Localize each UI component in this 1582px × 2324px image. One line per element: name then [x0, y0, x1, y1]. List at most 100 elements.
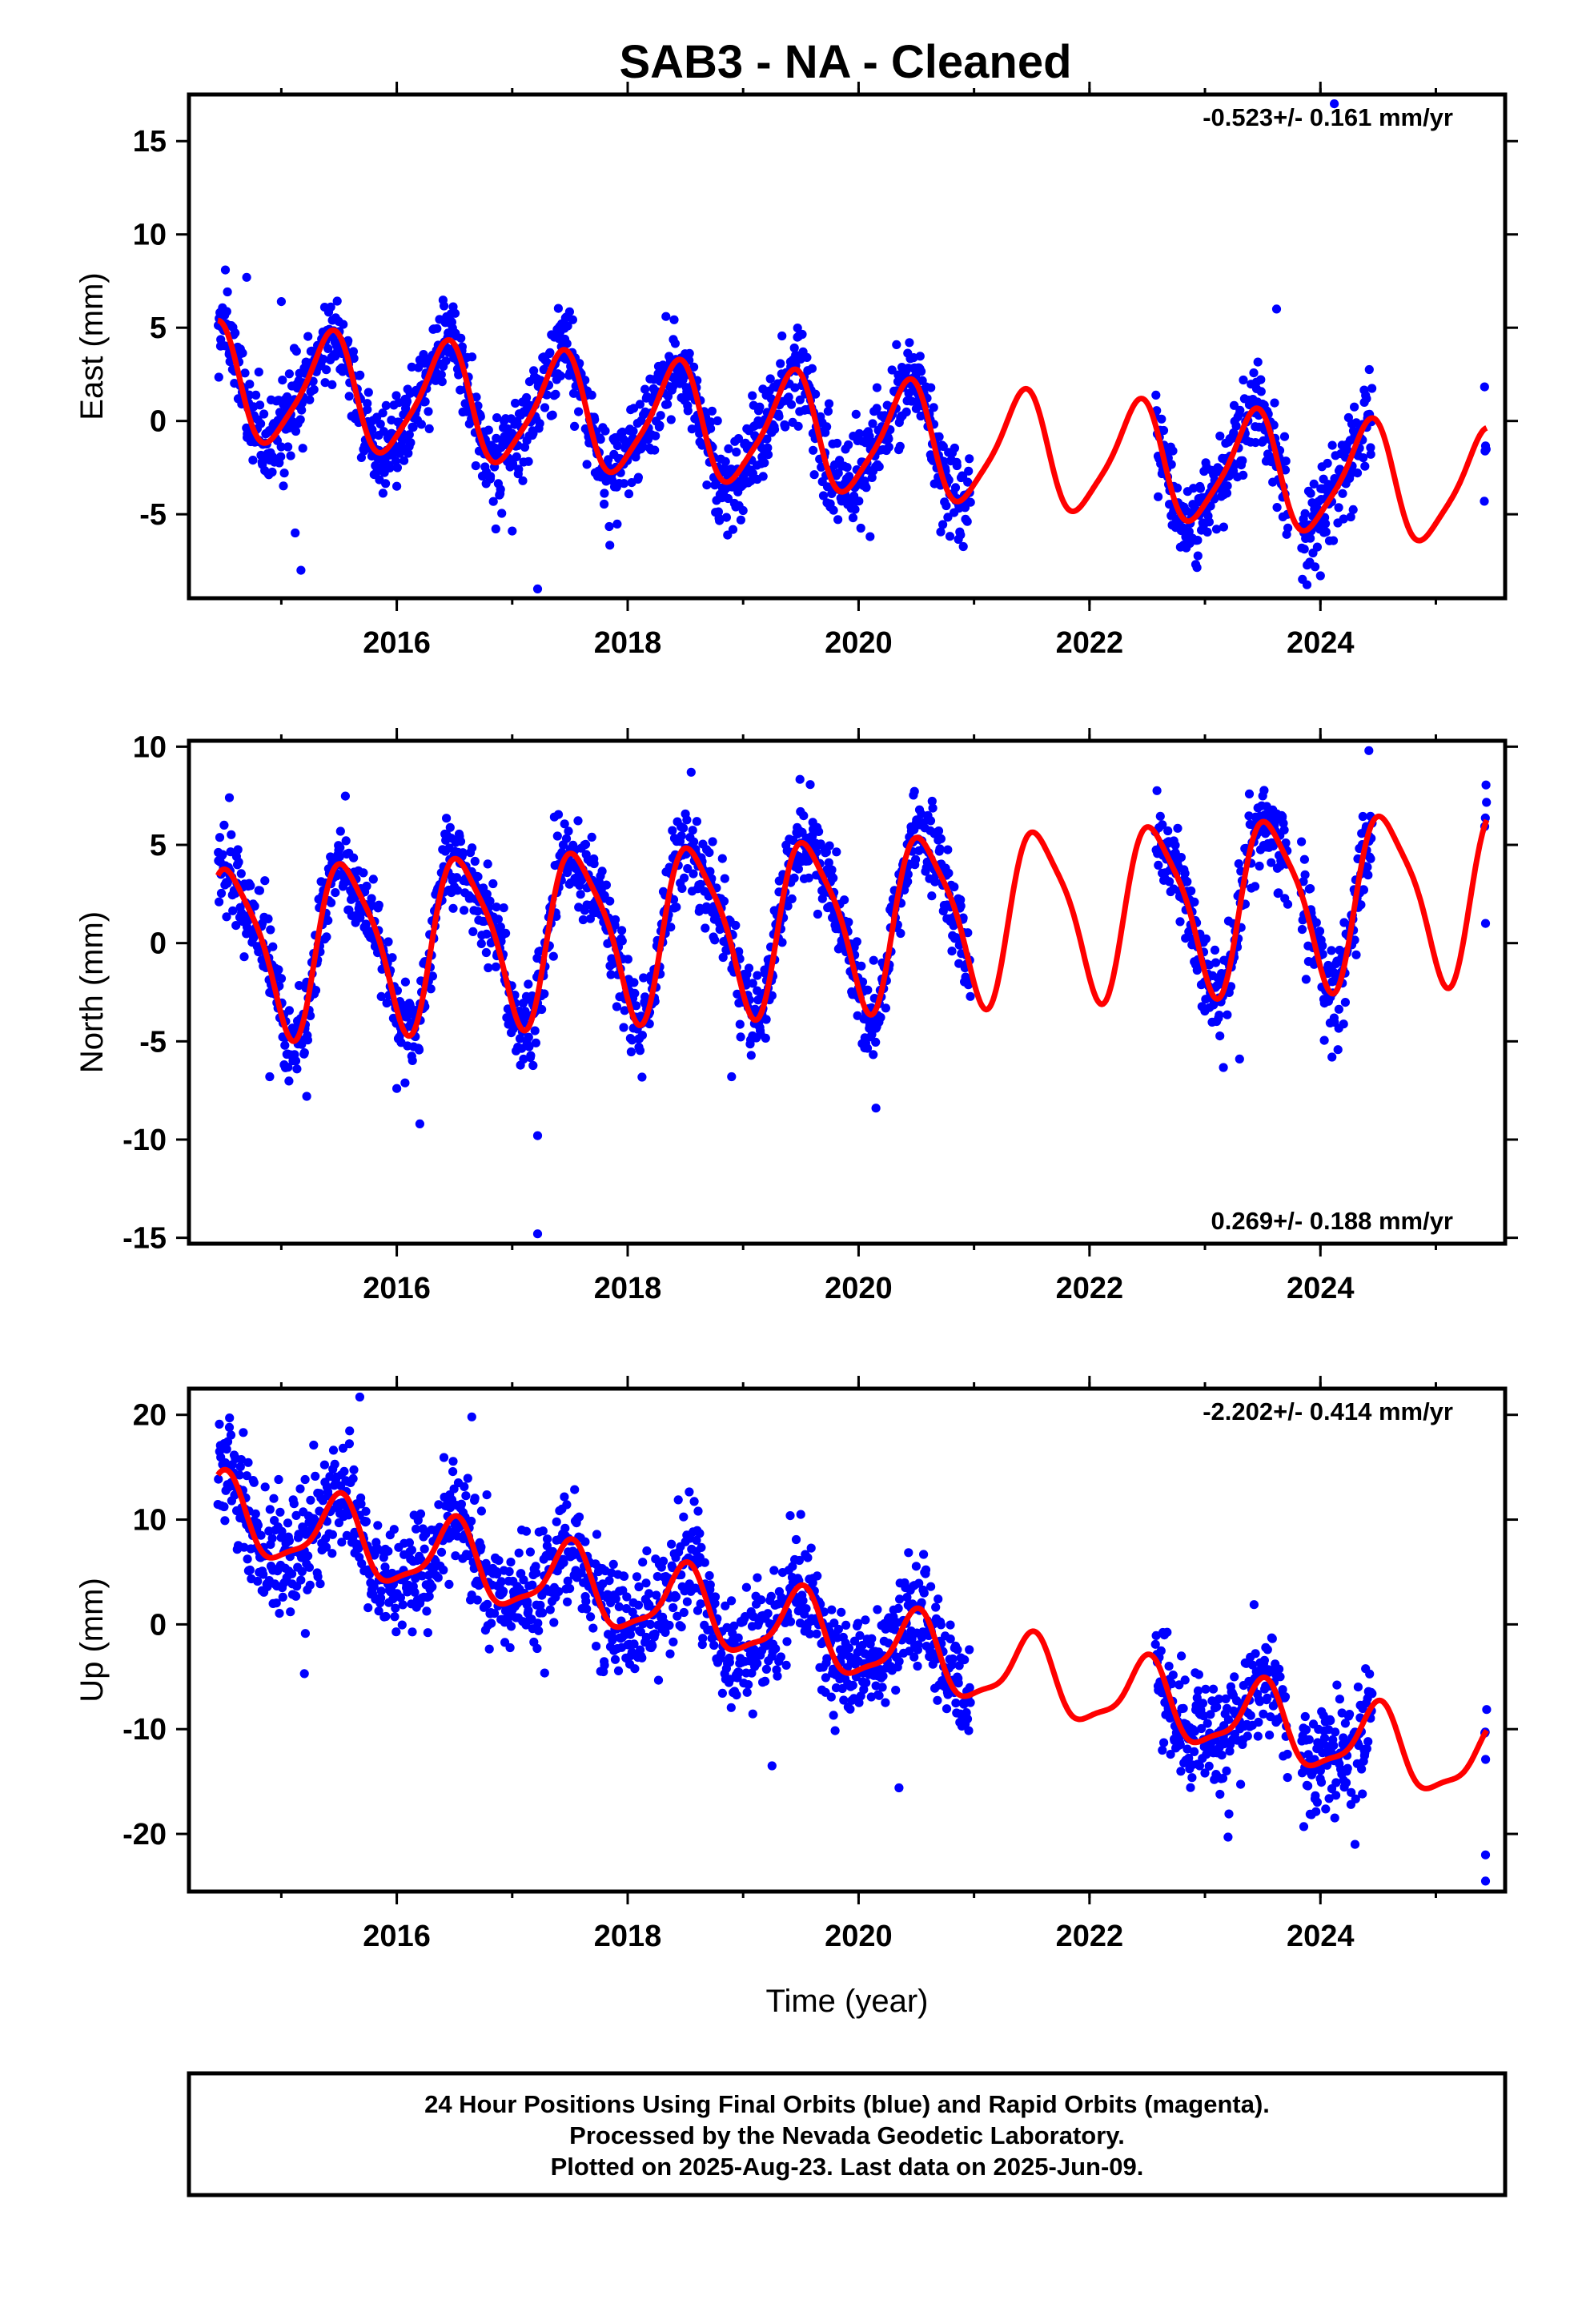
up-point — [376, 1586, 386, 1596]
up-point — [744, 1680, 753, 1690]
north-point — [936, 834, 946, 843]
east-point — [378, 489, 387, 498]
up-point — [934, 1594, 943, 1604]
east-point — [612, 441, 623, 451]
east-point — [424, 407, 433, 416]
up-point — [337, 1538, 347, 1547]
north-point — [617, 926, 627, 935]
north-point — [573, 816, 583, 826]
east-point — [522, 392, 532, 403]
east-point — [822, 422, 832, 432]
north-y-tick-label: -15 — [122, 1222, 167, 1256]
east-point — [818, 491, 829, 501]
east-point — [848, 513, 858, 523]
north-point — [1366, 854, 1375, 863]
east-point — [1328, 536, 1339, 545]
up-point — [303, 1551, 313, 1561]
north-point — [1210, 945, 1220, 955]
up-point — [1207, 1696, 1217, 1706]
north-point — [1244, 789, 1255, 799]
east-point — [450, 308, 460, 318]
north-point — [1319, 1035, 1329, 1045]
east-point — [1193, 551, 1203, 561]
up-point — [785, 1511, 795, 1521]
east-outlier-point — [865, 532, 875, 541]
up-point — [1176, 1767, 1186, 1776]
east-point — [1283, 523, 1293, 533]
up-point — [467, 1516, 476, 1526]
up-point — [309, 1440, 319, 1450]
north-point — [1158, 820, 1167, 830]
up-point — [610, 1655, 620, 1664]
north-point — [869, 1050, 878, 1059]
north-point — [1201, 934, 1211, 943]
north-outlier-point — [686, 767, 696, 777]
north-point — [669, 895, 679, 904]
north-point — [250, 901, 259, 911]
north-point — [1165, 877, 1174, 887]
north-point — [715, 925, 725, 935]
east-point — [488, 497, 498, 506]
east-point — [934, 432, 944, 442]
east-point — [650, 445, 660, 455]
north-point — [793, 864, 804, 874]
up-point — [913, 1661, 922, 1671]
east-point — [748, 391, 757, 400]
east-point — [1172, 483, 1182, 493]
up-point — [275, 1609, 284, 1618]
north-point — [1297, 925, 1307, 935]
north-outlier-point — [727, 1072, 737, 1082]
north-point — [1335, 945, 1344, 955]
north-point — [701, 923, 710, 933]
up-point — [717, 1688, 728, 1698]
east-point — [355, 370, 365, 380]
up-point — [267, 1534, 277, 1543]
up-point — [833, 1624, 843, 1634]
east-point — [1256, 387, 1266, 396]
up-point — [822, 1654, 832, 1663]
up-point — [859, 1685, 869, 1695]
east-point — [776, 359, 785, 368]
up-point — [1158, 1745, 1167, 1755]
east-point — [471, 461, 480, 471]
east-point — [379, 427, 388, 436]
north-x-tick-label: 2022 — [1056, 1272, 1124, 1305]
east-point — [406, 438, 416, 448]
north-point — [705, 866, 715, 876]
north-point — [382, 998, 391, 1008]
north-point — [696, 879, 705, 889]
up-point — [913, 1640, 923, 1650]
east-point — [702, 480, 712, 490]
north-point — [228, 906, 238, 915]
up-point — [954, 1679, 963, 1688]
up-point — [776, 1652, 786, 1662]
up-point — [1212, 1702, 1222, 1711]
up-point — [300, 1474, 310, 1485]
up-point — [554, 1586, 564, 1597]
east-point — [568, 388, 579, 398]
up-point — [1156, 1646, 1166, 1655]
up-point — [236, 1455, 246, 1465]
east-point — [424, 424, 434, 434]
up-point — [1230, 1672, 1239, 1682]
up-point — [487, 1618, 496, 1628]
east-x-tick-label: 2018 — [594, 626, 662, 660]
up-point — [710, 1592, 721, 1602]
up-point — [693, 1606, 703, 1615]
up-point — [1150, 1639, 1160, 1649]
north-point — [611, 915, 620, 924]
east-point — [441, 356, 451, 366]
north-point — [1350, 935, 1359, 945]
up-point — [902, 1593, 912, 1602]
up-point — [788, 1562, 797, 1571]
north-point — [926, 816, 936, 826]
north-y-tick-label: -5 — [139, 1025, 167, 1059]
north-point — [526, 1051, 536, 1060]
north-outlier-point — [1235, 1054, 1244, 1063]
east-point — [416, 420, 427, 429]
north-point — [362, 881, 371, 891]
north-point — [1339, 1019, 1348, 1029]
east-point — [564, 307, 575, 316]
north-point — [1267, 858, 1276, 867]
east-point — [548, 410, 557, 420]
